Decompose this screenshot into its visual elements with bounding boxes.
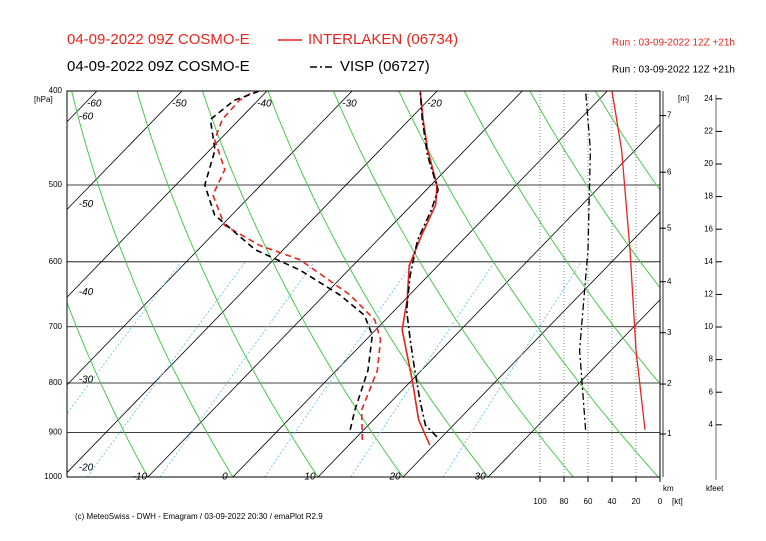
- kfeet-label: kfeet: [706, 484, 724, 493]
- y-tick-label: 500: [49, 180, 63, 189]
- m-label: [m]: [678, 94, 689, 103]
- run-label: Run : 03-09-2022 12Z +21h: [612, 38, 735, 49]
- y-tick-label: 800: [49, 378, 63, 387]
- dry-adiabat: [726, 91, 766, 477]
- isotherm-label: -50: [79, 199, 94, 210]
- wind-tick-label: 0: [658, 497, 663, 506]
- kfeet-tick-label: 6: [709, 387, 714, 396]
- dry-adiabat: [267, 91, 489, 477]
- isotherm: [147, 91, 523, 477]
- wind-speed-profile: [578, 91, 592, 430]
- isotherm: [487, 299, 660, 477]
- wind-tick-label: 40: [608, 497, 617, 506]
- isotherm-label: -20: [79, 462, 94, 473]
- isotherm-label: -40: [257, 99, 272, 110]
- dry-adiabat: [661, 91, 766, 477]
- km-label: km: [663, 484, 674, 493]
- wind-tick-label: 60: [584, 497, 593, 506]
- km-tick-label: 3: [667, 328, 672, 337]
- dry-adiabat: [0, 91, 63, 477]
- model-label: 04-09-2022 09Z COSMO-E: [67, 58, 250, 75]
- dry-adiabat: [332, 91, 574, 477]
- kfeet-tick-label: 8: [709, 355, 714, 364]
- mixing-ratio: [86, 261, 246, 477]
- kfeet-tick-label: 14: [704, 257, 713, 266]
- legend-label: VISP (06727): [340, 58, 430, 75]
- isotherm: [67, 91, 353, 386]
- kfeet-tick-label: 18: [704, 192, 713, 201]
- y-tick-label: 900: [49, 428, 63, 437]
- isotherm-label: 0: [222, 472, 228, 483]
- dry-adiabat: [202, 91, 404, 477]
- wind-tick-label: 80: [560, 497, 569, 506]
- kfeet-tick-label: 4: [709, 420, 714, 429]
- mixing-ratio: [67, 261, 182, 415]
- wind-speed-profile: [611, 91, 646, 430]
- isotherm-label: -60: [87, 99, 102, 110]
- legend-label: INTERLAKEN (06734): [308, 31, 458, 48]
- temperature-profile: [405, 91, 439, 438]
- isotherm: [67, 91, 98, 123]
- wind-axis-label: [kt]: [672, 497, 683, 506]
- isotherm-label: -60: [79, 111, 94, 122]
- isotherm-label: 30: [475, 472, 487, 483]
- y-tick-label: 700: [49, 322, 63, 331]
- dry-adiabat: [67, 301, 149, 477]
- dry-adiabat: [529, 91, 660, 289]
- kfeet-tick-label: 24: [704, 94, 713, 103]
- footer: (c) MeteoSwiss - DWH - Emagram / 03-09-2…: [75, 512, 323, 521]
- dry-adiabat: [398, 91, 659, 477]
- isotherm-label: -20: [427, 99, 442, 110]
- dewpoint-profile: [203, 91, 374, 430]
- wind-tick-label: 100: [533, 497, 547, 506]
- isotherm: [67, 91, 268, 298]
- mixing-ratio: [350, 261, 495, 477]
- wind-tick-label: 20: [632, 497, 641, 506]
- isotherm-label: -10: [133, 472, 148, 483]
- km-tick-label: 7: [667, 111, 672, 120]
- km-tick-label: 4: [667, 277, 672, 286]
- km-tick-label: 2: [667, 379, 672, 388]
- isotherm: [402, 211, 660, 477]
- y-tick-label: 1000: [44, 472, 62, 481]
- isotherm-label: -50: [172, 99, 187, 110]
- plot-frame: [66, 90, 661, 478]
- mixing-ratio: [159, 261, 315, 477]
- profiles: [203, 91, 646, 446]
- kfeet-tick-label: 20: [704, 159, 713, 168]
- isotherm: [67, 91, 438, 474]
- temperature-profile: [401, 91, 438, 446]
- dry-adiabat: [594, 91, 660, 191]
- model-label: 04-09-2022 09Z COSMO-E: [67, 31, 250, 48]
- dewpoint-profile: [212, 91, 382, 441]
- isotherm-label: -40: [79, 287, 94, 298]
- km-tick-label: 6: [667, 167, 672, 176]
- kfeet-tick-label: 22: [704, 127, 713, 136]
- isotherm-label: 20: [388, 472, 401, 483]
- dry-adiabat: [71, 91, 234, 477]
- km-tick-label: 5: [667, 223, 672, 232]
- dry-adiabat: [463, 91, 660, 385]
- dry-adiabat: [136, 91, 319, 477]
- grid: [0, 91, 766, 477]
- y-tick-label: 600: [49, 257, 63, 266]
- kfeet-tick-label: 12: [704, 290, 713, 299]
- kfeet-tick-label: 16: [704, 224, 713, 233]
- isotherm: [317, 123, 660, 477]
- isotherm-label: -30: [342, 99, 357, 110]
- km-tick-label: 1: [667, 429, 672, 438]
- isotherm: [67, 91, 183, 211]
- run-label: Run : 03-09-2022 12Z +21h: [612, 65, 735, 76]
- y-axis-label: [hPa]: [34, 95, 53, 104]
- kfeet-tick-label: 10: [704, 322, 713, 331]
- isotherm: [232, 91, 608, 477]
- y-tick-label: 400: [49, 86, 63, 95]
- isotherm-label: 10: [304, 472, 316, 483]
- isotherm-label: -30: [79, 375, 94, 386]
